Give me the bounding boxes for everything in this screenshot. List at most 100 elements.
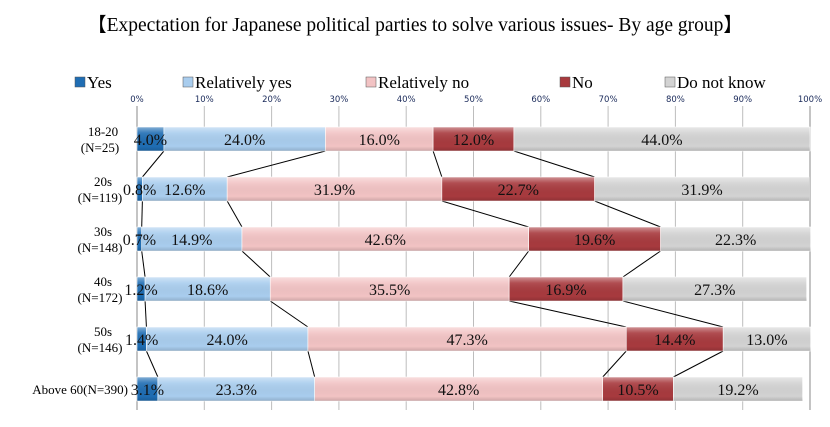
series-line bbox=[622, 300, 724, 328]
bar-shine bbox=[441, 177, 595, 201]
data-label: 35.5% bbox=[369, 282, 410, 299]
data-label: 47.3% bbox=[446, 332, 487, 349]
category-label: 50s bbox=[94, 324, 112, 339]
bar-shine bbox=[146, 327, 308, 351]
series-line bbox=[141, 250, 146, 278]
category-label-n: (N=119) bbox=[78, 190, 122, 205]
legend-swatch-2 bbox=[365, 76, 377, 88]
bar-shine bbox=[137, 327, 147, 351]
category-label: 18-20 bbox=[88, 124, 118, 139]
bar-shine bbox=[433, 127, 514, 151]
legend-label: Relatively no bbox=[378, 73, 469, 92]
data-label: 23.3% bbox=[216, 382, 257, 399]
data-label: 10.5% bbox=[617, 382, 658, 399]
data-label: 12.0% bbox=[453, 132, 494, 149]
gridlines bbox=[136, 106, 811, 410]
data-label: 19.6% bbox=[574, 232, 615, 249]
tick-label: 0% bbox=[130, 95, 144, 105]
series-line bbox=[594, 200, 661, 228]
bars: 4.0% 24.0% 16.0% 12.0% 44.0% 0.8% 12.6% 31.9% 22… bbox=[123, 126, 811, 402]
bar-shine bbox=[673, 377, 803, 401]
bar-shine bbox=[137, 177, 143, 201]
bar-shine bbox=[325, 127, 434, 151]
data-label: 4.0% bbox=[134, 132, 167, 149]
data-label: 1.4% bbox=[125, 332, 158, 349]
bar-shine bbox=[314, 377, 603, 401]
bar-shine bbox=[137, 277, 146, 301]
series-line bbox=[307, 350, 316, 378]
bar-shine bbox=[137, 127, 164, 151]
series-line bbox=[226, 200, 243, 228]
data-label: 31.9% bbox=[314, 182, 355, 199]
tick-label: 30% bbox=[329, 95, 348, 105]
data-label: 18.6% bbox=[187, 282, 228, 299]
legend-label: No bbox=[572, 73, 593, 92]
data-label: 14.4% bbox=[654, 332, 695, 349]
data-label: 24.0% bbox=[224, 132, 265, 149]
bar-shine bbox=[241, 227, 529, 251]
data-label: 19.2% bbox=[717, 382, 758, 399]
legend-label: Relatively yes bbox=[195, 73, 292, 92]
bar-shine bbox=[660, 227, 811, 251]
tick-label: 60% bbox=[531, 95, 550, 105]
series-line bbox=[269, 300, 309, 328]
tick-label: 100% bbox=[798, 95, 822, 105]
bar-shine bbox=[602, 377, 674, 401]
category-label: Above 60(N=390) bbox=[32, 382, 128, 397]
category-label: 40s bbox=[94, 274, 112, 289]
data-label: 1.2% bbox=[124, 282, 157, 299]
bar-shine bbox=[137, 227, 142, 251]
data-label: 16.0% bbox=[359, 132, 400, 149]
series-line bbox=[141, 200, 143, 228]
category-label-n: (N=25) bbox=[81, 140, 119, 155]
data-label: 0.7% bbox=[123, 232, 156, 249]
legend-swatch-4 bbox=[664, 76, 676, 88]
bar-shine bbox=[270, 277, 510, 301]
bar-shine bbox=[142, 177, 228, 201]
legend-swatch-3 bbox=[559, 76, 571, 88]
series-line bbox=[144, 300, 147, 328]
chart-title: 【Expectation for Japanese political part… bbox=[87, 14, 743, 36]
legend-swatch-0 bbox=[74, 76, 86, 88]
legend-label: Yes bbox=[87, 73, 112, 92]
series-line bbox=[622, 250, 661, 278]
data-label: 31.9% bbox=[681, 182, 722, 199]
data-label: 16.9% bbox=[545, 282, 586, 299]
bar-shine bbox=[626, 327, 724, 351]
series-line bbox=[513, 150, 595, 178]
category-label: 20s bbox=[94, 174, 112, 189]
data-label: 13.0% bbox=[746, 332, 787, 349]
bar-shine bbox=[145, 277, 271, 301]
data-label: 27.3% bbox=[694, 282, 735, 299]
data-label: 12.6% bbox=[164, 182, 205, 199]
data-label: 0.8% bbox=[123, 182, 156, 199]
series-line bbox=[241, 250, 271, 278]
bar-shine bbox=[307, 327, 627, 351]
bar-shine bbox=[227, 177, 442, 201]
series-line bbox=[141, 150, 165, 178]
tick-label: 20% bbox=[262, 95, 281, 105]
bar-shine bbox=[622, 277, 807, 301]
category-labels: 18-20(N=25) 20s(N=119) 30s(N=148) 40s(N=172… bbox=[32, 124, 128, 397]
legend-swatch-1 bbox=[182, 76, 194, 88]
data-label: 22.3% bbox=[715, 232, 756, 249]
category-label: 30s bbox=[94, 224, 112, 239]
legend-label: Do not know bbox=[677, 73, 767, 92]
bar-shine bbox=[163, 127, 326, 151]
data-label: 42.8% bbox=[438, 382, 479, 399]
bar-shine bbox=[723, 327, 811, 351]
data-label: 44.0% bbox=[641, 132, 682, 149]
category-label-n: (N=146) bbox=[78, 340, 123, 355]
bar-shine bbox=[509, 277, 623, 301]
data-label: 42.6% bbox=[365, 232, 406, 249]
tick-label: 90% bbox=[733, 95, 752, 105]
tick-label: 10% bbox=[195, 95, 214, 105]
category-label-n: (N=148) bbox=[78, 240, 123, 255]
bar-shine bbox=[594, 177, 810, 201]
bar-shine bbox=[157, 377, 315, 401]
bar-shine bbox=[513, 127, 810, 151]
series-line bbox=[432, 150, 443, 178]
legend: Yes Relatively yes Relatively no No Do not k… bbox=[74, 73, 767, 92]
